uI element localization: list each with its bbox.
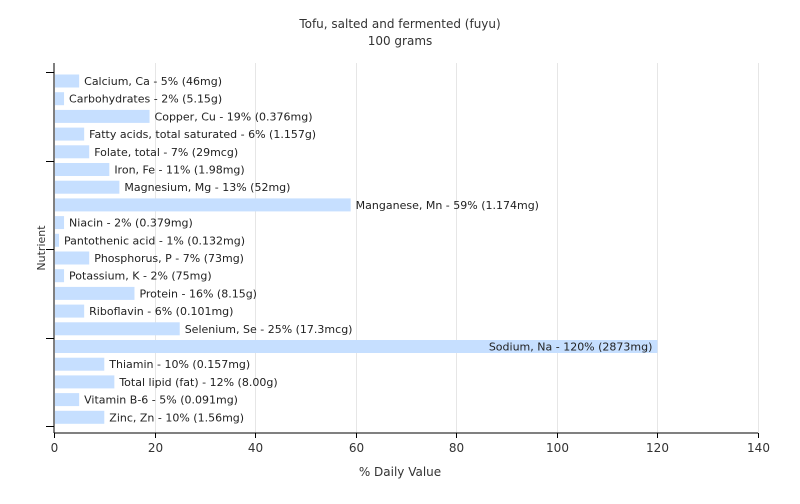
bar-label: Vitamin B-6 - 5% (0.091mg) xyxy=(84,394,238,407)
bar-label: Total lipid (fat) - 12% (8.00g) xyxy=(118,376,277,389)
x-axis-label: % Daily Value xyxy=(359,465,441,479)
x-tick-label: 120 xyxy=(646,441,669,455)
bar xyxy=(55,109,150,123)
bar-label: Riboflavin - 6% (0.101mg) xyxy=(89,305,233,318)
bar xyxy=(55,393,80,407)
bar-label: Calcium, Ca - 5% (46mg) xyxy=(84,75,222,88)
bar-label: Folate, total - 7% (29mcg) xyxy=(94,146,238,159)
bar xyxy=(55,233,60,247)
bar-label: Pantothenic acid - 1% (0.132mg) xyxy=(64,234,245,247)
chart-subtitle: 100 grams xyxy=(368,34,433,48)
bar-label: Thiamin - 10% (0.157mg) xyxy=(108,358,250,371)
bar xyxy=(55,74,80,88)
bar-label: Carbohydrates - 2% (5.15g) xyxy=(69,93,222,106)
x-tick-label: 60 xyxy=(349,441,364,455)
bar-label: Selenium, Se - 25% (17.3mcg) xyxy=(185,323,353,336)
bars xyxy=(55,74,658,424)
bar-label: Sodium, Na - 120% (2873mg) xyxy=(489,341,653,354)
bar xyxy=(55,286,135,300)
bar xyxy=(55,340,658,353)
bar xyxy=(55,198,351,212)
x-tick-label: 100 xyxy=(546,441,569,455)
bar xyxy=(55,92,65,106)
bar-label: Magnesium, Mg - 13% (52mg) xyxy=(124,181,290,194)
bar-label: Fatty acids, total saturated - 6% (1.157… xyxy=(89,128,316,141)
grid-lines xyxy=(155,63,759,433)
bar xyxy=(55,410,105,424)
bar xyxy=(55,145,90,159)
bar-label: Potassium, K - 2% (75mg) xyxy=(69,270,212,283)
chart-title: Tofu, salted and fermented (fuyu) xyxy=(298,17,500,31)
bar xyxy=(55,269,65,283)
bar xyxy=(55,163,110,176)
x-tick-label: 40 xyxy=(248,441,263,455)
bar xyxy=(55,304,85,318)
bar xyxy=(55,180,120,194)
bar-label: Iron, Fe - 11% (1.98mg) xyxy=(114,164,244,177)
axis-ticks: 0 20 40 60 80 100 120 140 xyxy=(46,72,770,455)
bar-label: Niacin - 2% (0.379mg) xyxy=(69,217,193,230)
bar xyxy=(55,375,115,389)
bar xyxy=(55,357,105,371)
x-tick-label: 80 xyxy=(449,441,464,455)
bar-label: Manganese, Mn - 59% (1.174mg) xyxy=(356,199,539,212)
bar xyxy=(55,251,90,265)
bar-label: Copper, Cu - 19% (0.376mg) xyxy=(155,110,313,123)
bar-label: Zinc, Zn - 10% (1.56mg) xyxy=(109,411,244,424)
bar-label: Phosphorus, P - 7% (73mg) xyxy=(94,252,244,265)
bar-labels: Calcium, Ca - 5% (46mg) Carbohydrates - 2… xyxy=(64,75,652,424)
bar-label: Protein - 16% (8.15g) xyxy=(139,287,257,300)
bar xyxy=(55,216,65,230)
bar xyxy=(55,322,180,336)
bar xyxy=(55,127,85,141)
y-axis-label: Nutrient xyxy=(35,225,48,271)
x-tick-label: 140 xyxy=(747,441,770,455)
x-tick-label: 0 xyxy=(51,441,59,455)
x-tick-label: 20 xyxy=(148,441,163,455)
